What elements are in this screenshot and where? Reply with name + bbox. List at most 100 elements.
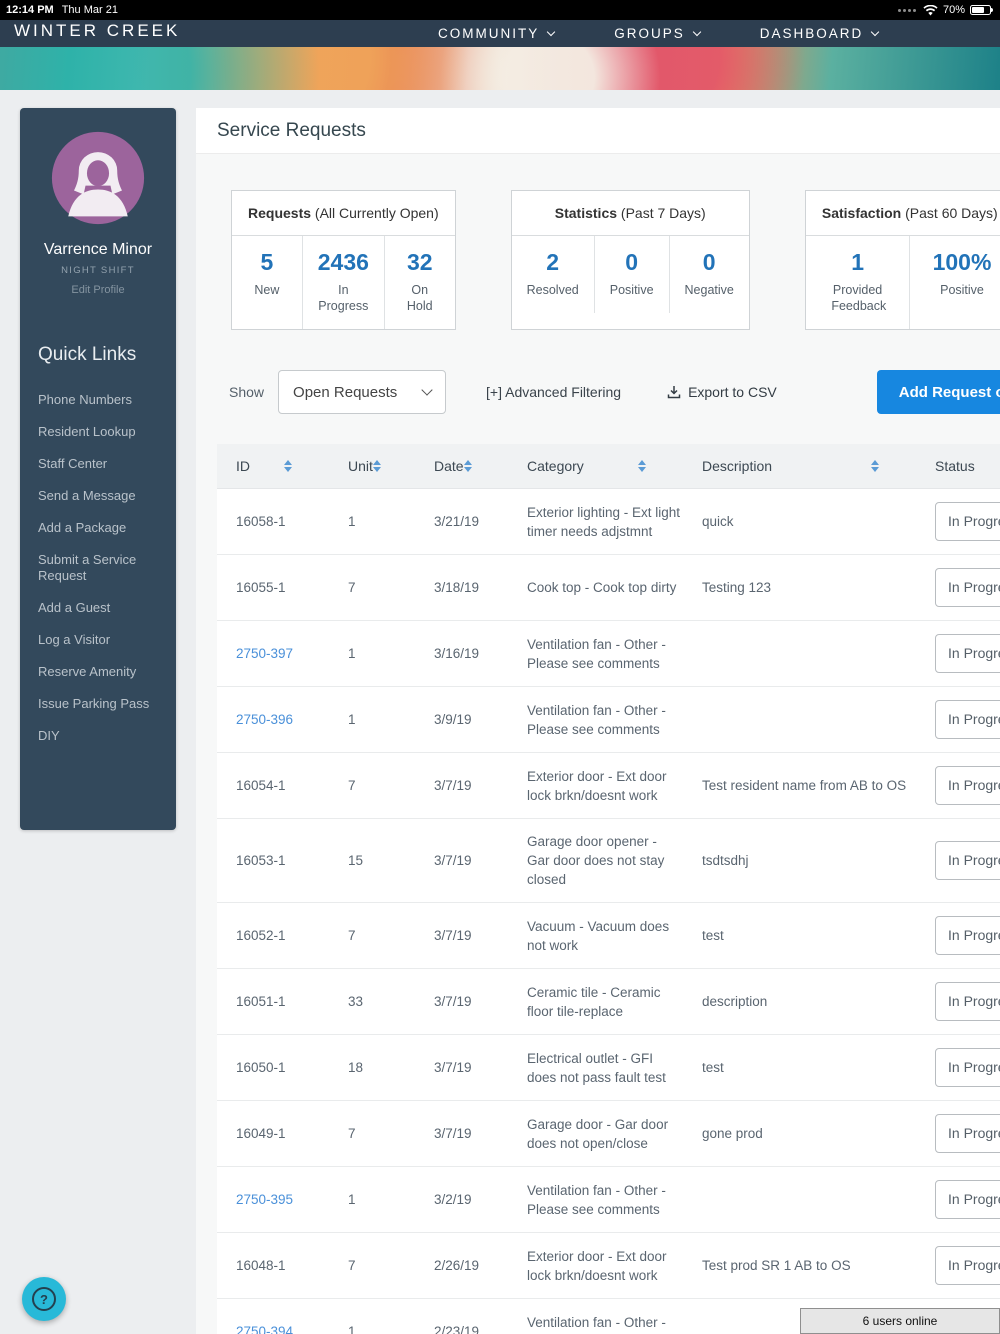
sidebar-link-staff-center[interactable]: Staff Center [38,456,108,471]
cell-id: 2750-395 [217,1166,338,1233]
requests-table-wrap: ID Unit Date Category Description Status 1605… [217,444,1000,1334]
status-select[interactable]: In Progress [935,982,1000,1021]
quick-links-list: Phone Numbers Resident Lookup Staff Center… [38,384,162,752]
cell-category: Ventilation fan - Other - Please see com… [517,620,692,687]
cell-unit: 15 [338,818,424,903]
status-select[interactable]: In Progress [935,766,1000,805]
cell-unit: 7 [338,554,424,621]
status-select[interactable]: In Progress [935,700,1000,739]
cell-unit: 18 [338,1034,424,1101]
request-id-link[interactable]: 2750-397 [236,646,294,661]
cell-category: Ceramic tile - Ceramic floor tile-replac… [517,968,692,1035]
sort-icon[interactable] [463,460,472,472]
sort-icon[interactable] [284,460,292,472]
stat-card-title-subtitle: (Past 60 Days) [901,205,998,221]
sidebar-link-issue-parking-pass[interactable]: Issue Parking Pass [38,696,150,711]
status-select[interactable]: In Progress [935,916,1000,955]
sidebar-link-log-a-visitor[interactable]: Log a Visitor [38,632,111,647]
cell-status: In Progress [925,488,1000,555]
sidebar-link-add-a-package[interactable]: Add a Package [38,520,127,535]
sidebar-link-add-a-guest[interactable]: Add a Guest [38,600,111,615]
column-header-unit[interactable]: Unit [338,444,424,489]
cell-unit: 1 [338,1166,424,1233]
brand-logo: WINTER CREEK [14,21,181,40]
sort-icon[interactable] [372,460,381,472]
status-select[interactable]: In Progress [935,1180,1000,1219]
stat-positive: 100% Positive [910,236,1000,329]
cellular-signal-icon [897,8,916,12]
cell-category: Vacuum - Vacuum does not work [517,902,692,969]
cell-id: 2750-394 [217,1298,338,1334]
add-request-button[interactable]: Add Request or Work Order [876,370,1000,414]
chevron-down-icon [421,384,433,396]
filter-select-value: Open Requests [293,383,398,401]
status-select[interactable]: In Progress [935,841,1000,880]
stat-label: On Hold [406,283,433,313]
page-title-bar: Service Requests [196,108,1000,154]
cell-id: 16052-1 [217,902,338,969]
cell-status: In Progress [925,554,1000,621]
cell-date: 3/2/19 [424,1166,517,1233]
cell-description [692,1166,925,1233]
stat-new: 5 New [232,236,303,329]
status-select[interactable]: In Progress [935,634,1000,673]
column-header-id[interactable]: ID [217,444,338,489]
column-header-date[interactable]: Date [424,444,517,489]
request-id-link[interactable]: 2750-395 [236,1192,294,1207]
export-csv-link[interactable]: Export to CSV [667,384,777,400]
sidebar-link-reserve-amenity[interactable]: Reserve Amenity [38,664,137,679]
nav-item-label: GROUPS [614,26,685,41]
stat-value: 2436 [317,249,369,275]
stat-value: 2 [546,249,560,275]
column-header-description[interactable]: Description [692,444,925,489]
stat-label: Positive [940,283,984,297]
sidebar-link-submit-a-service-request[interactable]: Submit a Service Request [38,552,137,583]
sidebar-link-phone-numbers[interactable]: Phone Numbers [38,392,132,407]
sort-icon[interactable] [871,460,879,472]
status-select[interactable]: In Progress [935,502,1000,541]
table-row: 16053-1 15 3/7/19 Garage door opener - Gar … [217,818,1000,903]
stat-card-title-bold: Statistics [554,205,618,221]
stat-card-title: Statistics (Past 7 Days) [511,191,749,236]
status-select[interactable]: In Progress [935,568,1000,607]
request-id-link[interactable]: 2750-396 [236,712,294,727]
table-row: 16058-1 1 3/21/19 Exterior lighting - Ext l… [217,488,1000,555]
status-select[interactable]: In Progress [935,1048,1000,1087]
request-id-link[interactable]: 2750-394 [236,1324,294,1334]
cell-id: 16054-1 [217,752,338,819]
main-content: Requests (All Currently Open) 5 New 2436 In … [196,154,1000,1334]
nav-item-community[interactable]: COMMUNITY [438,26,556,41]
stat-card-title-subtitle: (Past 7 Days) [617,205,706,221]
edit-profile-link[interactable]: Edit Profile [71,284,125,296]
nav-item-groups[interactable]: GROUPS [614,26,702,41]
cell-category: Exterior door - Ext door lock brkn/doesn… [517,752,692,819]
cell-status: In Progress [925,818,1000,903]
stats-row: Requests (All Currently Open) 5 New 2436 In … [196,154,1000,330]
sidebar-link-send-a-message[interactable]: Send a Message [38,488,136,503]
stat-card-requests: Requests (All Currently Open) 5 New 2436 In … [231,190,456,330]
stat-label: In Progress [318,283,369,313]
column-header-label: Unit [348,458,373,474]
sidebar-link-diy[interactable]: DIY [38,728,60,743]
advanced-filtering-link[interactable]: [+] Advanced Filtering [486,384,622,400]
nav-item-dashboard[interactable]: DASHBOARD [760,26,880,41]
table-row: 16050-1 18 3/7/19 Electrical outlet - GFI d… [217,1034,1000,1101]
status-select[interactable]: In Progress [935,1114,1000,1153]
cell-unit: 1 [338,686,424,753]
help-button[interactable]: ? [22,1277,66,1321]
status-select[interactable]: In Progress [935,1246,1000,1285]
cell-id: 16049-1 [217,1100,338,1167]
table-row: 2750-397 1 3/16/19 Ventilation fan - Other … [217,620,1000,687]
chevron-down-icon [871,27,880,37]
stat-card-title-bold: Requests [248,205,312,221]
sidebar-link-resident-lookup[interactable]: Resident Lookup [38,424,136,439]
date-label: Thu Mar 21 [61,4,118,16]
cell-date: 3/9/19 [424,686,517,753]
request-filter-select[interactable]: Open Requests [278,370,447,414]
table-row: 16054-1 7 3/7/19 Exterior door - Ext door l… [217,752,1000,819]
stat-value: 0 [702,249,716,275]
column-header-category[interactable]: Category [517,444,692,489]
cell-description: Test prod SR 1 AB to OS [692,1232,925,1299]
sort-icon[interactable] [638,460,646,472]
question-mark-icon: ? [32,1287,56,1311]
